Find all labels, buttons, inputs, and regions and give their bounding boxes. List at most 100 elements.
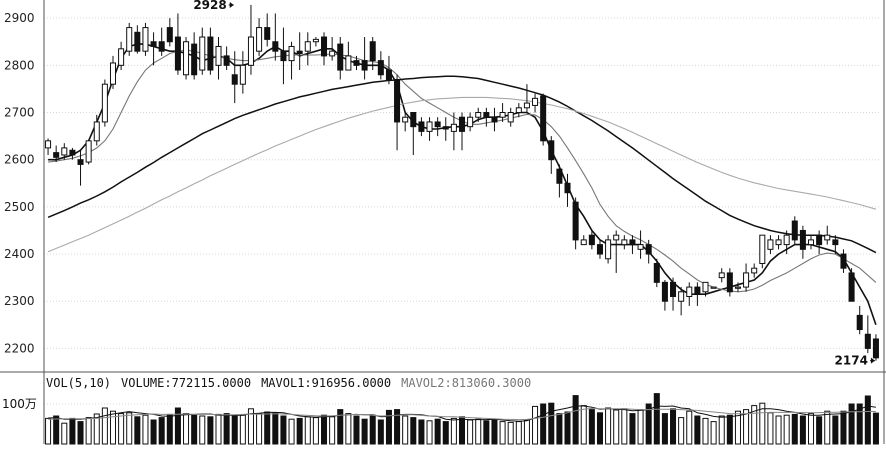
candle-33 xyxy=(312,37,319,47)
candle-body-14 xyxy=(158,41,165,52)
tick-label-2500: 2500 xyxy=(4,200,35,214)
candle-1 xyxy=(53,145,60,163)
volume-bar-25 xyxy=(247,408,254,445)
volume-bar-94 xyxy=(807,413,815,445)
volume-bar-90 xyxy=(775,415,782,445)
volume-bar-8 xyxy=(109,410,117,445)
candle-67 xyxy=(588,230,595,250)
volume-bar-91 xyxy=(783,414,790,445)
volume-bar-62 xyxy=(548,402,555,445)
volume-bar-36 xyxy=(337,409,344,445)
volume-bar-28 xyxy=(272,412,279,445)
candle-body-57 xyxy=(507,112,514,123)
mavol1-value: MAVOL1:916956.0000 xyxy=(261,376,392,390)
volume-bar-7 xyxy=(101,407,108,445)
volume-bar-38 xyxy=(353,415,360,445)
candle-77 xyxy=(670,277,677,311)
candle-26 xyxy=(256,18,263,56)
candle-49 xyxy=(442,117,449,141)
candle-63 xyxy=(556,164,563,198)
candle-5 xyxy=(85,140,92,165)
annotation-arrowhead-1 xyxy=(870,357,875,364)
moving-average-lines xyxy=(47,43,877,326)
candle-body-82 xyxy=(710,286,717,289)
candle-body-68 xyxy=(596,244,603,255)
candle-54 xyxy=(483,107,490,127)
volume-bar-71 xyxy=(621,408,628,445)
candle-70 xyxy=(613,230,620,273)
candle-35 xyxy=(329,37,336,61)
candle-body-38 xyxy=(353,60,360,66)
volume-bar-17 xyxy=(183,413,190,445)
candle-36 xyxy=(337,37,344,80)
candle-89 xyxy=(767,235,774,255)
candle-body-9 xyxy=(118,48,125,66)
candle-body-33 xyxy=(312,38,319,43)
candle-body-1 xyxy=(53,152,60,158)
candle-99 xyxy=(848,268,855,302)
candle-body-94 xyxy=(807,239,815,246)
candle-46 xyxy=(418,117,425,137)
volume-bar-61 xyxy=(540,403,547,445)
candle-body-49 xyxy=(442,126,449,130)
candle-body-4 xyxy=(77,159,84,165)
volume-bar-2 xyxy=(61,422,68,445)
candle-81 xyxy=(702,281,709,297)
candle-71 xyxy=(621,235,628,250)
candle-body-59 xyxy=(523,102,530,109)
volume-value: VOLUME:772115.0000 xyxy=(121,376,252,390)
candle-body-8 xyxy=(109,62,117,85)
ma-line-30 xyxy=(47,75,877,254)
volume-bar-48 xyxy=(434,418,441,445)
candle-body-70 xyxy=(613,234,620,241)
candle-body-72 xyxy=(629,239,636,246)
candle-body-52 xyxy=(467,116,474,128)
candle-body-13 xyxy=(150,41,157,47)
candle-44 xyxy=(402,112,409,132)
volume-bar-82 xyxy=(710,421,717,445)
candle-body-85 xyxy=(734,286,741,289)
candle-64 xyxy=(564,173,571,207)
candle-body-26 xyxy=(256,27,263,52)
candle-22 xyxy=(223,46,230,71)
candle-62 xyxy=(548,136,555,174)
candle-18 xyxy=(191,32,198,80)
candle-2 xyxy=(61,143,68,160)
candle-body-91 xyxy=(783,234,790,246)
candle-6 xyxy=(93,114,100,146)
volume-bar-20 xyxy=(207,416,214,445)
candle-45 xyxy=(410,112,417,155)
candle-body-51 xyxy=(458,116,466,132)
volume-bar-13 xyxy=(150,419,157,445)
candle-12 xyxy=(142,22,149,56)
candle-38 xyxy=(353,55,360,71)
volume-bar-26 xyxy=(256,413,263,445)
candle-43 xyxy=(394,74,401,151)
volume-bar-65 xyxy=(572,395,579,445)
volume-bar-35 xyxy=(329,416,336,445)
price-gridlines xyxy=(44,17,880,349)
volume-header: VOL(5,10) VOLUME:772115.0000 MAVOL1:916956… xyxy=(46,376,541,390)
candle-body-22 xyxy=(223,55,230,66)
candle-body-90 xyxy=(775,239,782,246)
volume-bar-4 xyxy=(77,421,84,445)
tick-label-2400: 2400 xyxy=(4,247,35,261)
candle-73 xyxy=(637,230,644,259)
candle-11 xyxy=(134,25,141,54)
candle-10 xyxy=(126,22,133,56)
volume-bar-85 xyxy=(734,410,741,445)
candle-body-39 xyxy=(361,60,368,71)
candle-53 xyxy=(475,107,482,122)
volume-bar-78 xyxy=(678,417,685,445)
candle-body-23 xyxy=(231,74,238,85)
volume-bar-79 xyxy=(686,410,693,445)
candle-60 xyxy=(532,93,539,113)
candle-8 xyxy=(109,55,117,89)
candle-body-60 xyxy=(532,97,539,106)
annotation-arrowhead-0 xyxy=(229,1,234,8)
volume-bar-96 xyxy=(824,410,831,445)
candle-body-40 xyxy=(369,41,376,62)
candle-body-87 xyxy=(751,267,758,274)
